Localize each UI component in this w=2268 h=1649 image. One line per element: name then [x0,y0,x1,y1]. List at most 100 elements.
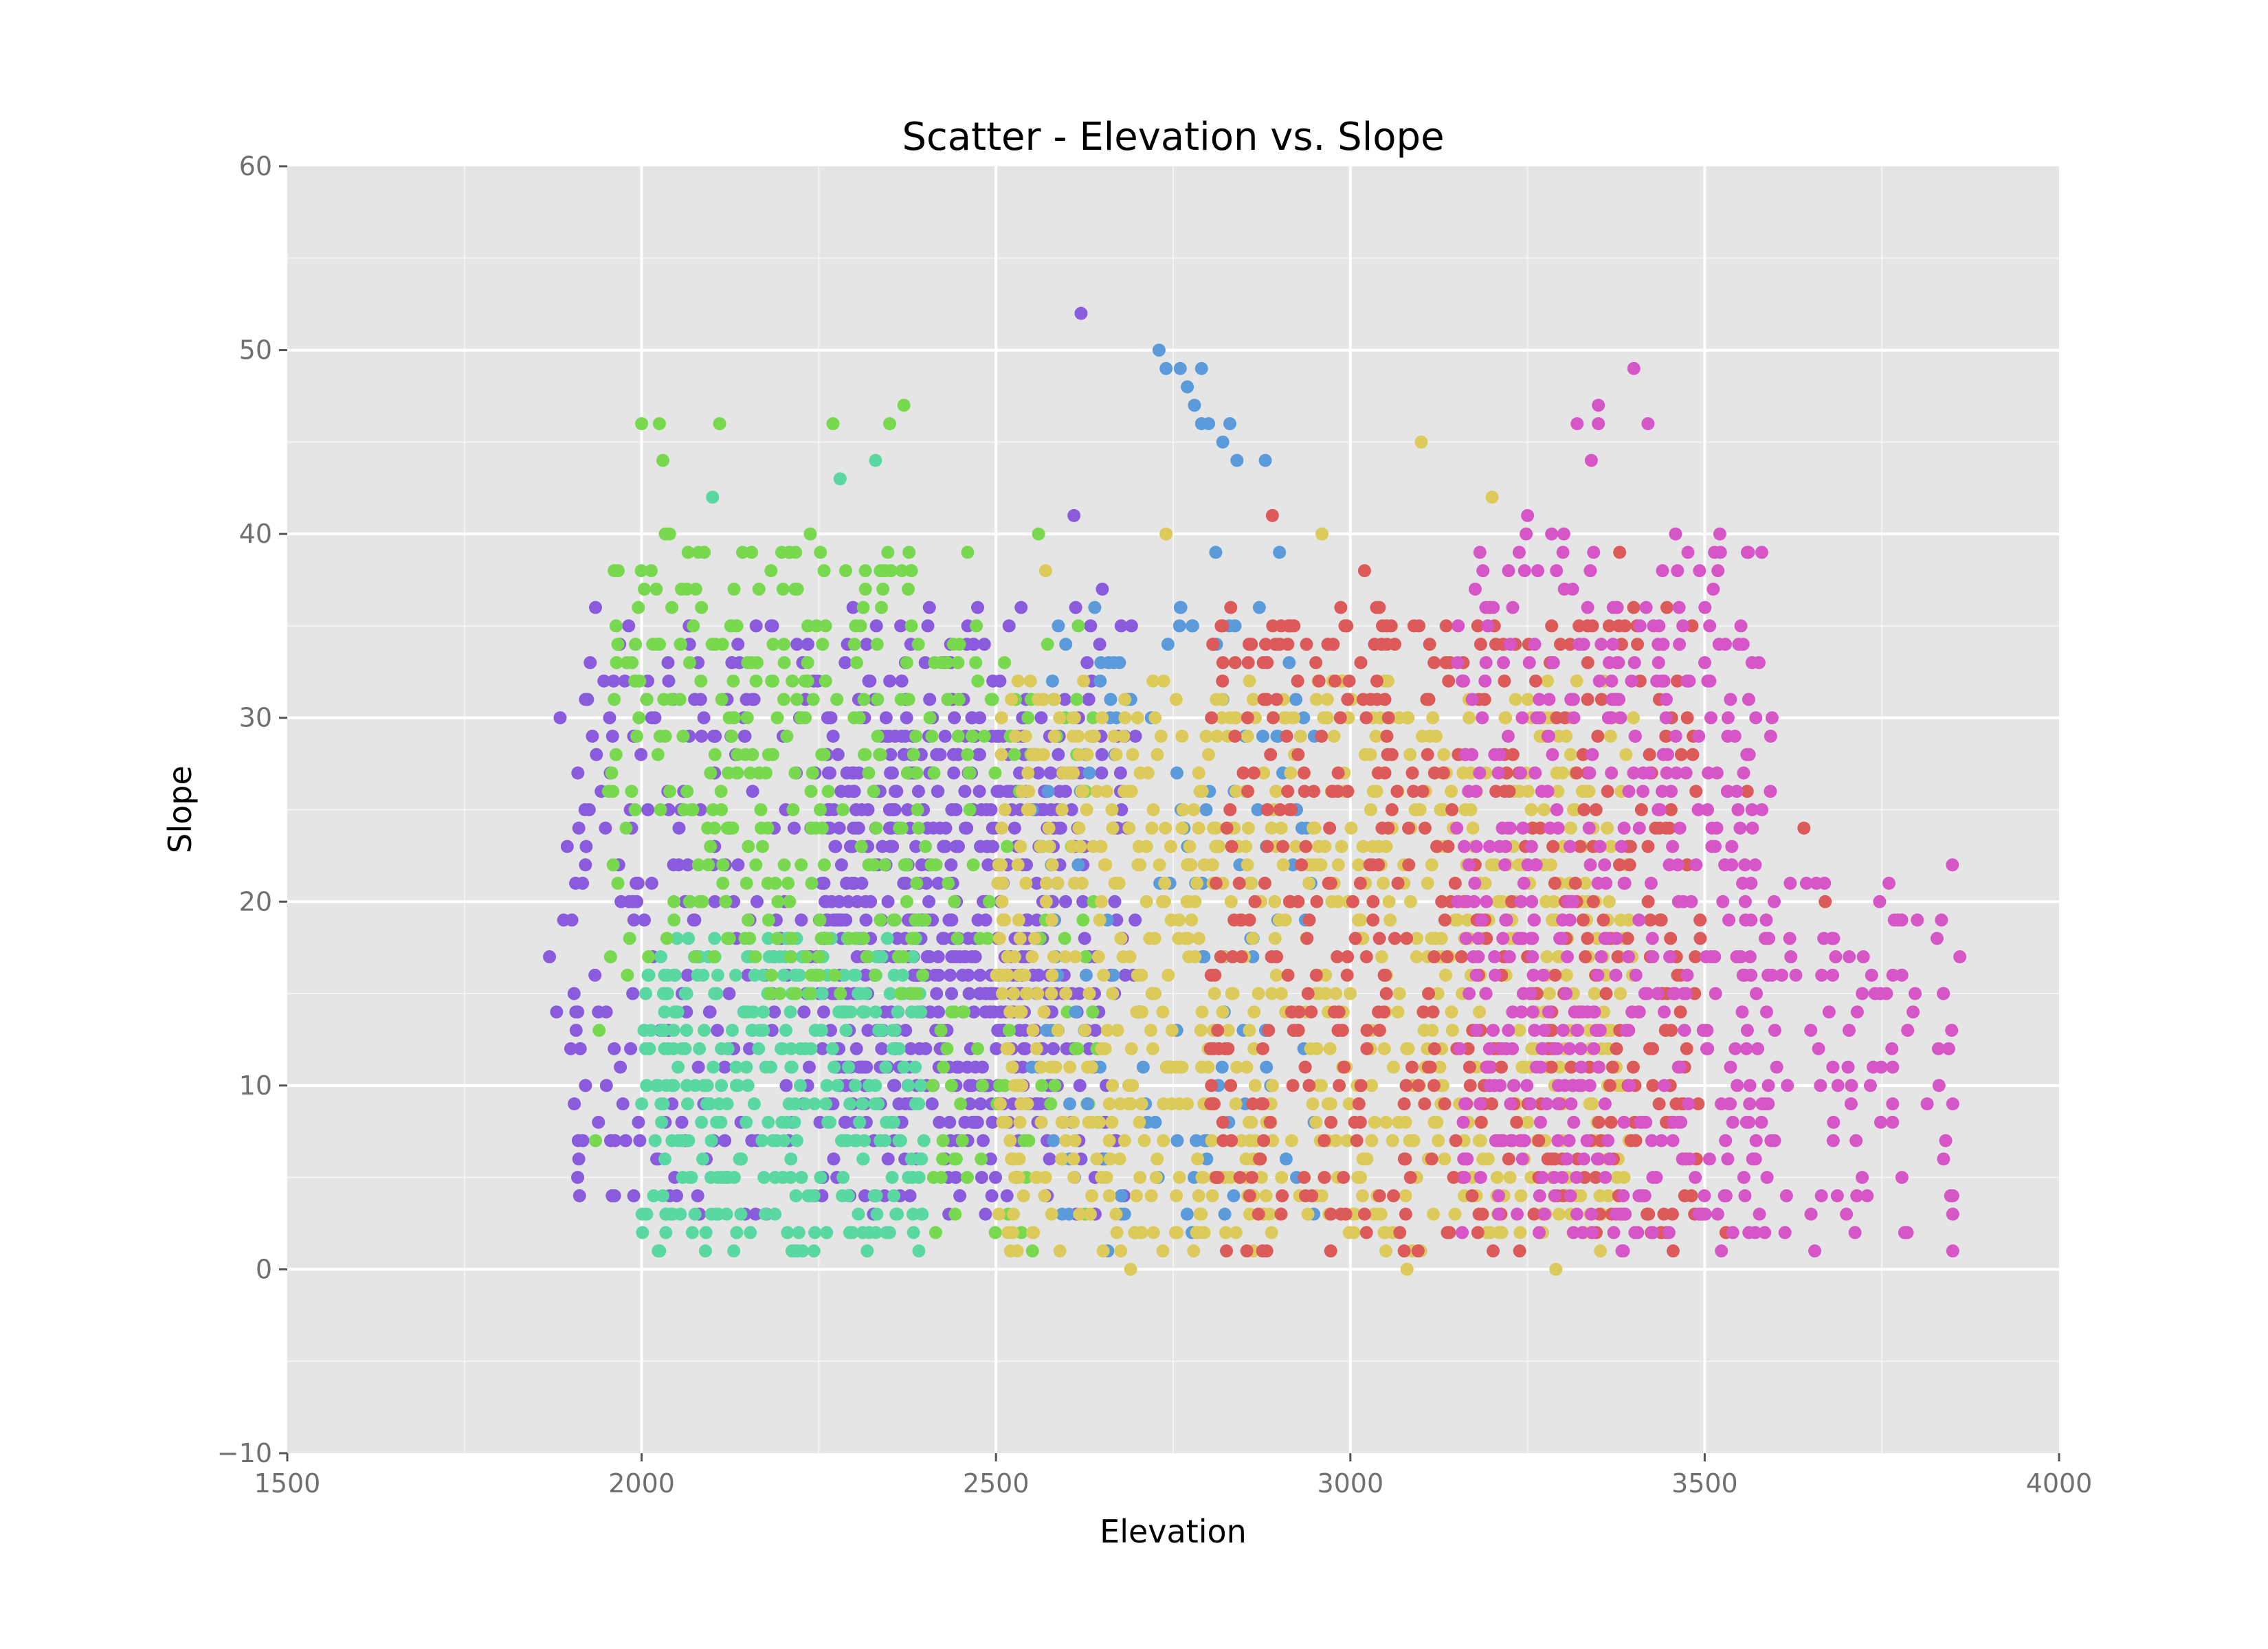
data-point [605,1189,619,1202]
data-point [814,546,827,559]
data-point [1742,748,1756,761]
data-point [927,766,941,780]
data-point [944,1079,958,1092]
data-point [657,693,671,706]
data-point [750,895,764,908]
data-point [931,785,945,798]
data-point [814,803,827,816]
data-point [614,1060,627,1074]
data-point [1602,655,1616,669]
data-point [880,932,894,945]
data-point [1079,968,1093,982]
data-point [845,766,858,780]
data-point [1108,895,1122,908]
data-point [1704,711,1717,725]
data-point [1627,711,1641,725]
data-point [988,1226,1002,1239]
data-point [875,1042,889,1055]
data-point [718,1134,732,1147]
data-point [1068,1134,1082,1147]
data-point [1671,968,1685,982]
data-point [698,1024,711,1037]
data-point [741,1079,755,1092]
data-point [1591,729,1605,743]
data-point [794,913,808,927]
data-point [653,729,667,743]
data-point [1660,601,1674,614]
data-point [1080,748,1094,761]
data-point [1073,1079,1087,1092]
data-point [687,913,700,927]
data-point [1642,1207,1656,1221]
data-point [720,821,734,835]
data-point [1815,968,1829,982]
data-point [1520,527,1533,541]
data-point [1592,417,1605,431]
data-point [1374,1207,1388,1221]
data-point [704,840,718,853]
data-point [1017,1134,1031,1147]
data-point [948,1005,961,1019]
data-point [680,1024,693,1037]
data-point [761,1115,775,1129]
data-point [1022,785,1036,798]
data-point [1292,1005,1306,1019]
data-point [1560,1152,1574,1166]
data-point [925,729,939,743]
data-point [1533,1189,1546,1202]
data-point [1614,840,1628,853]
data-point [959,821,972,835]
data-point [858,1189,871,1202]
data-point [581,693,594,706]
data-point [1298,1060,1312,1074]
data-point [881,895,895,908]
data-point [1909,987,1922,1000]
data-point [1667,987,1680,1000]
data-point [1069,1005,1082,1019]
data-point [1783,932,1797,945]
data-point [1183,840,1197,853]
data-point [653,1244,667,1258]
data-point [1003,1134,1017,1147]
data-point [1439,619,1453,633]
data-point [1331,766,1345,780]
data-point [1546,913,1559,927]
data-point [1532,1134,1546,1147]
data-point [1827,932,1841,945]
data-point [672,821,686,835]
data-point [821,932,834,945]
data-point [1165,1097,1179,1111]
data-point [1115,803,1129,816]
data-point [1564,748,1577,761]
data-point [636,1226,649,1239]
data-point [632,601,645,614]
data-point [1403,1171,1417,1185]
data-point [1309,968,1323,982]
data-point [1344,987,1357,1000]
data-point [1323,1042,1337,1055]
data-point [1274,987,1288,1000]
data-point [1514,895,1528,908]
data-point [823,1024,837,1037]
data-point [801,674,814,688]
data-point [1476,711,1489,725]
data-point [1221,1024,1235,1037]
data-point [785,932,799,945]
data-point [897,1060,911,1074]
data-point [1946,1097,1959,1111]
data-point [621,968,634,982]
data-point [1397,1244,1411,1258]
data-point [1537,968,1550,982]
data-point [951,655,965,669]
data-point [912,1244,926,1258]
data-point [1312,674,1326,688]
data-point [1055,1152,1069,1166]
data-point [1610,1042,1623,1055]
data-point [711,968,724,982]
data-point [803,527,817,541]
data-point [878,858,891,872]
data-point [1479,987,1493,1000]
data-point [1636,766,1650,780]
data-point [713,417,726,431]
data-point [1412,1079,1425,1092]
